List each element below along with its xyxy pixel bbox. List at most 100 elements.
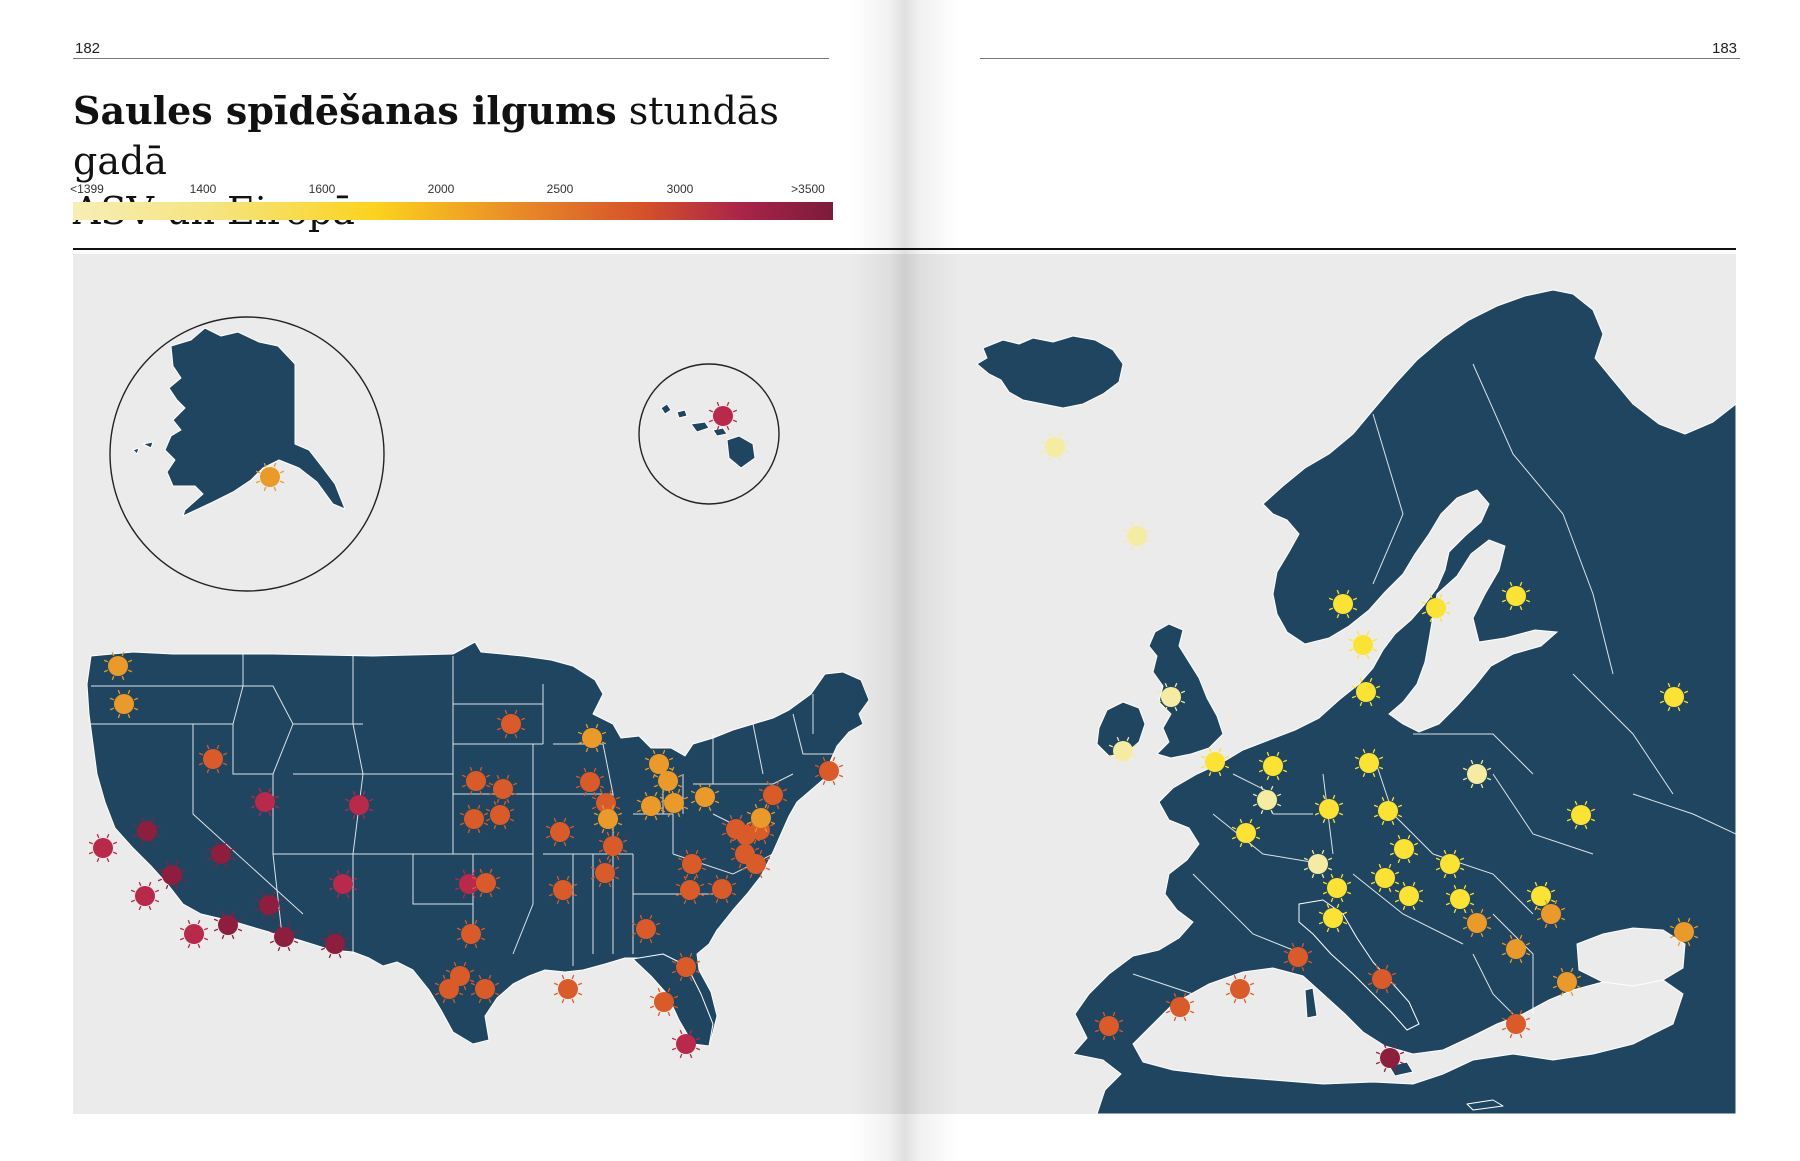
sun-ray <box>1462 767 1468 771</box>
sun-ray <box>599 788 603 794</box>
sun-ray <box>479 790 483 796</box>
sun-ray <box>1276 751 1280 757</box>
sun-ray <box>221 910 225 916</box>
sun-ray <box>583 791 587 797</box>
europe-city-marker <box>1283 942 1313 972</box>
sun-ray <box>746 821 752 825</box>
sun-ray <box>262 914 266 920</box>
sun-ray <box>701 857 707 861</box>
sun-ray <box>729 814 733 820</box>
sun-ray <box>237 918 243 922</box>
sun-ray <box>708 409 714 413</box>
sun-ray <box>679 1029 683 1035</box>
europe-city-marker <box>1421 593 1451 623</box>
legend-label: <1399 <box>70 182 104 196</box>
usa-city-marker <box>471 868 501 898</box>
sun-ray <box>197 943 201 949</box>
sun-ray <box>1418 889 1424 893</box>
sun-ray <box>1375 988 1379 994</box>
sun-ray <box>258 811 262 817</box>
sun-ray <box>1354 756 1360 760</box>
sun-dot <box>218 915 238 935</box>
sun-ray <box>754 803 758 809</box>
sun-ray <box>469 766 473 772</box>
sun-ray <box>454 887 460 891</box>
sun-ray <box>716 425 720 431</box>
usa-city-marker <box>577 723 607 753</box>
sun-dot <box>1263 756 1283 776</box>
sun-ray <box>1260 809 1264 815</box>
sun-ray <box>548 883 554 887</box>
sun-ray <box>1359 701 1363 707</box>
sun-ray <box>770 821 776 825</box>
sun-ray <box>1486 777 1492 781</box>
sun-ray <box>1421 601 1427 605</box>
sun-ray <box>614 866 620 870</box>
sun-ray <box>1378 863 1382 869</box>
sun-ray <box>606 831 610 837</box>
sun-ray <box>1480 783 1484 789</box>
page-title: Saules spīdēšanas ilgums stundās gadā AS… <box>73 86 853 236</box>
sun-dot <box>450 966 470 986</box>
sun-dot <box>1161 687 1181 707</box>
sun-ray <box>1501 1017 1507 1021</box>
sun-ray <box>1164 706 1168 712</box>
sun-dot <box>1323 908 1343 928</box>
sun-ray <box>165 860 169 866</box>
alaska-inset-circle <box>109 316 385 592</box>
sun-ray <box>1429 617 1433 623</box>
sun-ray <box>263 486 267 492</box>
sun-ray <box>598 839 604 843</box>
sun-ray <box>1342 921 1348 925</box>
europe-city-marker <box>1354 748 1384 778</box>
sun-dot <box>1230 979 1250 999</box>
sun-ray <box>1225 992 1231 996</box>
sun-ray <box>708 419 714 423</box>
sun-ray <box>1383 1043 1387 1049</box>
sun-dot <box>598 809 618 829</box>
sun-ray <box>1270 809 1274 815</box>
sun-ray <box>652 749 656 755</box>
sun-ray <box>434 982 440 986</box>
sun-ray <box>1180 700 1186 704</box>
sun-ray <box>488 998 492 1004</box>
sun-dot <box>682 854 702 874</box>
sun-ray <box>463 961 467 967</box>
sun-ray <box>278 898 284 902</box>
sun-ray <box>1576 985 1582 989</box>
sun-ray <box>1321 849 1325 855</box>
sun-ray <box>649 914 653 920</box>
sun-ray <box>616 831 620 837</box>
sun-ray <box>1459 857 1465 861</box>
usa-city-marker <box>255 462 285 492</box>
sun-ray <box>654 791 658 797</box>
sun-ray <box>671 970 677 974</box>
sun-ray <box>255 470 261 474</box>
sun-ray <box>1112 1011 1116 1017</box>
sun-ray <box>689 976 693 982</box>
sun-ray <box>1340 897 1344 903</box>
sun-dot <box>1394 839 1414 859</box>
sun-ray <box>749 849 753 855</box>
sun-dot <box>1353 635 1373 655</box>
usa-city-marker <box>485 800 515 830</box>
sun-ray <box>1459 867 1465 871</box>
sun-ray <box>677 857 683 861</box>
sun-ray <box>452 998 456 1004</box>
sun-ray <box>1584 824 1588 830</box>
sun-ray <box>127 669 133 673</box>
sun-ray <box>103 669 109 673</box>
usa-city-marker <box>598 831 628 861</box>
sun-ray <box>474 919 478 925</box>
sun-ray <box>477 804 481 810</box>
sun-ray <box>1677 917 1681 923</box>
sun-ray <box>1326 927 1330 933</box>
sun-dot <box>1674 922 1694 942</box>
europe-city-marker <box>1394 881 1424 911</box>
sun-ray <box>1372 648 1378 652</box>
sun-ray <box>616 855 620 861</box>
usa-city-marker <box>269 922 299 952</box>
sun-ray <box>1174 682 1178 688</box>
sun-ray <box>746 811 752 815</box>
sun-ray <box>459 812 465 816</box>
